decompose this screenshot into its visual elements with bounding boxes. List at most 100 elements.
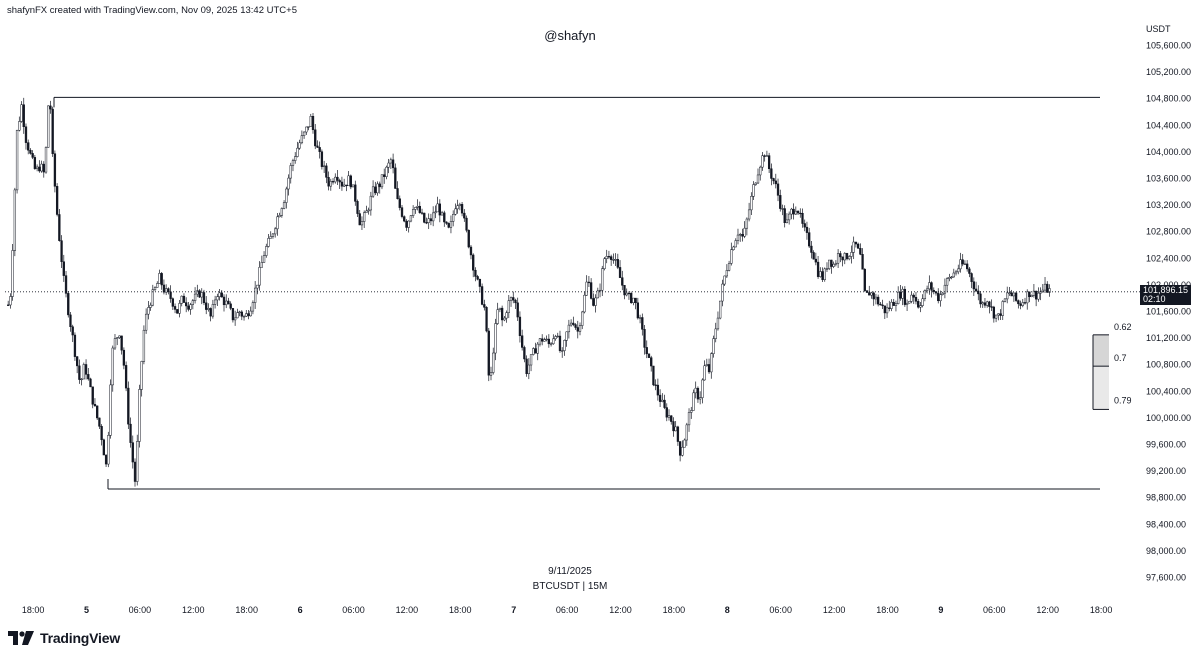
candle-body (1006, 292, 1009, 300)
fib-label-0.7: 0.7 (1114, 353, 1127, 363)
y-tick-label: 104,000.00 (1146, 147, 1191, 157)
candle-body (249, 310, 252, 317)
candle-body (676, 426, 680, 442)
fib-label-0.79: 0.79 (1114, 395, 1132, 405)
candle-body (667, 415, 671, 418)
candle-body (325, 165, 328, 178)
candle-body (185, 302, 188, 307)
candle-body (992, 306, 996, 319)
candle-body (598, 289, 602, 292)
candle-body (683, 439, 686, 448)
candle-body (391, 159, 395, 169)
candle-body (480, 286, 484, 305)
candle-body (1041, 289, 1044, 292)
candle-body (997, 313, 1000, 316)
candle-body (561, 350, 564, 352)
candle-body (202, 292, 206, 304)
candle-body (618, 267, 622, 278)
candle-body (236, 312, 239, 319)
chart-header-text: shafynFX created with TradingView.com, N… (7, 5, 297, 16)
candle-body (22, 104, 25, 128)
countdown-timer: 02:10 (1143, 294, 1166, 305)
candle-body (427, 218, 430, 223)
y-tick-label: 104,800.00 (1146, 94, 1191, 104)
candle-body (776, 183, 780, 196)
candle-body (625, 292, 628, 296)
brand[interactable]: TradingView (8, 630, 120, 646)
candle-body (888, 307, 891, 309)
y-tick-label: 98,000.00 (1146, 546, 1186, 556)
candle-body (950, 276, 953, 278)
candle-body (229, 303, 232, 309)
x-tick-label: 06:00 (556, 605, 579, 615)
candle-body (730, 249, 733, 264)
candle-body (736, 234, 740, 241)
candle-body (954, 271, 958, 274)
candle-body (692, 392, 695, 411)
candle-body (674, 426, 677, 432)
candle-body (934, 291, 938, 294)
candle-body (198, 290, 201, 298)
candle-body (681, 446, 684, 456)
candle-body (819, 271, 822, 277)
candle-body (908, 301, 911, 304)
candle-body (638, 317, 642, 319)
candle-body (825, 268, 829, 270)
candle-body (796, 210, 800, 214)
candle-body (503, 317, 506, 321)
candle-body (861, 254, 864, 270)
candle-body (138, 389, 141, 442)
candle-body (140, 361, 143, 390)
date-label: 9/11/2025 (548, 566, 592, 577)
candle-body (839, 253, 842, 258)
candle-body (329, 181, 332, 187)
currency-unit: USDT (1146, 24, 1171, 34)
candle-body (943, 284, 947, 294)
candle-body (162, 284, 166, 293)
candle-body (318, 147, 321, 152)
candle-body (939, 294, 942, 302)
candle-body (937, 292, 940, 302)
candle-body (209, 308, 212, 317)
candle-body (251, 302, 255, 312)
x-tick-label: 18:00 (449, 605, 472, 615)
candle-body (449, 221, 453, 228)
candle-body (567, 324, 571, 333)
candle-body (276, 216, 279, 230)
x-tick-label: 8 (725, 605, 730, 615)
candle-body (581, 311, 584, 326)
candle-body (772, 178, 775, 182)
candle-body (523, 347, 526, 360)
candle-body (986, 301, 989, 306)
candle-body (899, 291, 902, 299)
candle-body (850, 252, 853, 257)
candle-body (801, 212, 804, 224)
y-tick-label: 100,800.00 (1146, 360, 1191, 370)
candle-body (812, 252, 815, 260)
candle-body (131, 442, 134, 463)
x-tick-label: 9 (938, 605, 943, 615)
candle-body (472, 254, 475, 271)
candle-body (305, 126, 308, 133)
candle-body (547, 338, 551, 345)
candle-body (320, 151, 324, 167)
candle-body (42, 163, 45, 173)
x-axis: 18:00 5 06:00 12:00 18:00 6 06:00 12:00 18:00 7 06… (22, 605, 1113, 615)
candle-body (716, 317, 720, 330)
candle-body (93, 404, 97, 407)
candle-body (218, 292, 221, 297)
candle-body (885, 307, 889, 314)
candle-body (71, 326, 74, 336)
candle-body (923, 290, 927, 299)
candle-body (832, 263, 835, 267)
candle-body (538, 338, 542, 345)
candle-body (792, 208, 795, 215)
candle-body (122, 349, 126, 366)
candle-body (200, 292, 203, 298)
candle-body (483, 304, 486, 308)
candle-body (387, 162, 390, 168)
candle-body (49, 105, 52, 110)
candle-body (416, 205, 419, 208)
candle-body (872, 292, 875, 300)
